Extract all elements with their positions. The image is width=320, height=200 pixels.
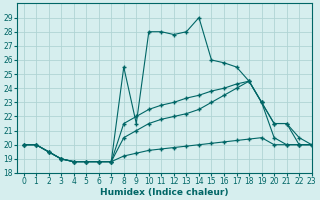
X-axis label: Humidex (Indice chaleur): Humidex (Indice chaleur)	[100, 188, 229, 197]
